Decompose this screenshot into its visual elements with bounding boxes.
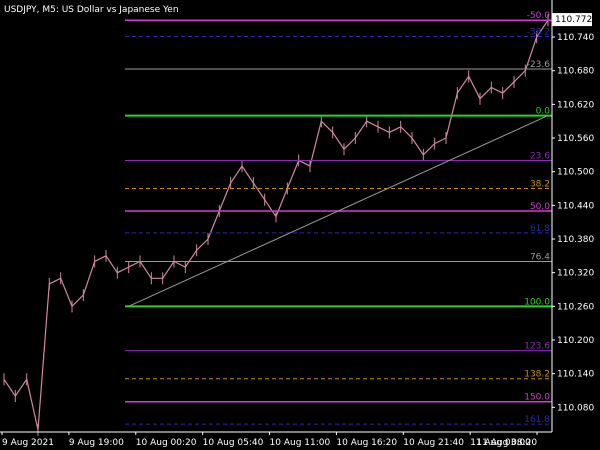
- price-tick-label: 110.620: [557, 100, 594, 110]
- time-tick-label: 10 Aug 11:00: [270, 438, 331, 448]
- trendline[interactable]: [128, 115, 549, 307]
- time-tick-label: 10 Aug 21:40: [403, 438, 464, 448]
- fib-level-label: -23.6: [527, 60, 551, 70]
- price-tick-label: 110.080: [557, 403, 594, 413]
- fib-level-label: 76.4: [530, 252, 550, 262]
- current-price-tag-bg: [552, 13, 592, 27]
- fib-level-label: 161.8: [524, 415, 550, 425]
- fib-level-label: -38.2: [527, 27, 550, 37]
- time-tick-label: 10 Aug 16:20: [336, 438, 397, 448]
- fib-level-label: 38.2: [530, 180, 550, 190]
- time-tick-label: 10 Aug 00:20: [136, 438, 197, 448]
- fib-level-label: 100.0: [524, 297, 550, 307]
- time-tick-label: 9 Aug 2021: [2, 438, 54, 448]
- time-tick-label: 11 Aug 03:00: [470, 438, 531, 448]
- price-axis[interactable]: 110.740 110.680 110.620 110.560 110.500 110.4…: [551, 0, 594, 432]
- symbol-title: USDJPY, M5: US Dollar vs Japanese Yen: [4, 5, 179, 15]
- fib-level-label: 61.8: [530, 224, 550, 234]
- current-price-value: 110.772: [555, 15, 592, 25]
- price-tick-label: 110.560: [557, 134, 594, 144]
- price-series: [3, 14, 549, 436]
- fib-level-label: -50.0: [527, 11, 551, 21]
- fib-level-label: 138.2: [524, 370, 550, 380]
- fib-level-label: 50.0: [530, 202, 550, 212]
- time-tick-label: 9 Aug 19:00: [69, 438, 124, 448]
- price-tick-label: 110.680: [557, 67, 594, 77]
- price-tick-label: 110.260: [557, 302, 594, 312]
- price-tick-label: 110.740: [557, 33, 594, 43]
- fib-level-label: 23.6: [530, 151, 550, 161]
- price-tick-label: 110.200: [557, 336, 594, 346]
- time-tick-label: 10 Aug 05:40: [203, 438, 264, 448]
- fibonacci-levels[interactable]: -50.0 -38.2 -23.6 0.0 23.6 38.2 50.0 61.8 76.4 10…: [125, 11, 552, 425]
- price-tick-label: 110.500: [557, 168, 594, 178]
- price-tick-label: 110.380: [557, 235, 594, 245]
- fib-level-label: 0.0: [536, 107, 551, 117]
- time-tick-label: 11 Aug 08:20: [476, 438, 537, 448]
- price-tick-label: 110.140: [557, 370, 594, 380]
- current-price-tag: 110.772: [552, 13, 592, 27]
- fib-level-label: 150.0: [524, 393, 550, 403]
- price-tick-label: 110.320: [557, 269, 594, 279]
- time-axis[interactable]: 9 Aug 2021 9 Aug 19:00 10 Aug 00:20 10 Aug …: [0, 431, 552, 448]
- price-tick-label: 110.440: [557, 201, 594, 211]
- fib-level-label: 123.6: [524, 342, 550, 352]
